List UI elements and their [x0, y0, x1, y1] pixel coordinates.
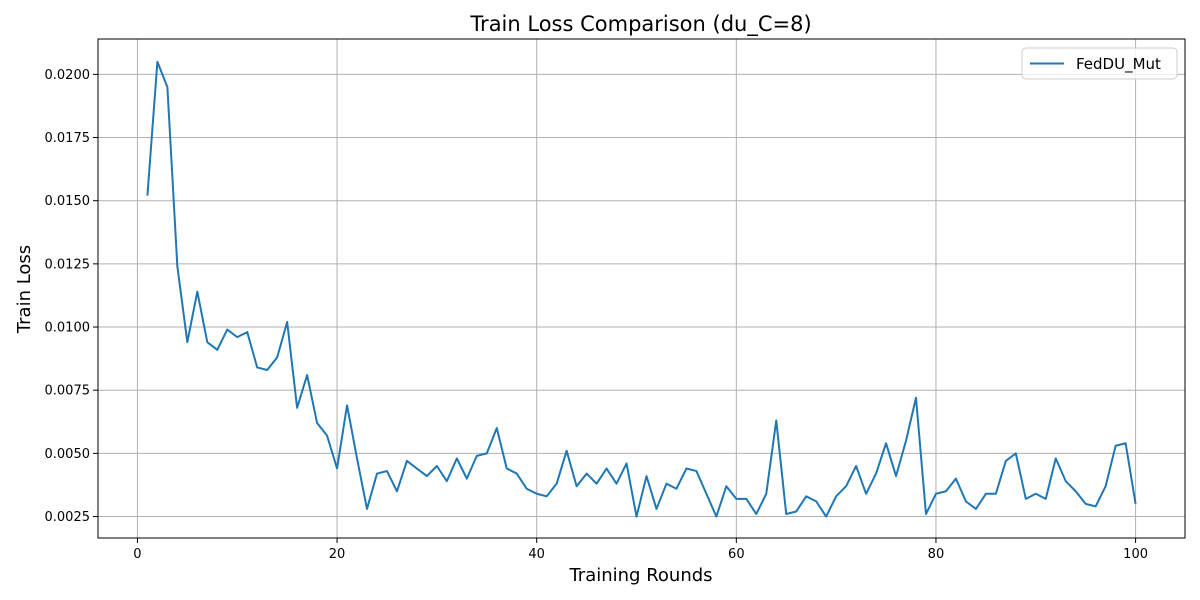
x-tick-label: 80	[928, 547, 945, 562]
x-tick-label: 20	[329, 547, 346, 562]
y-tick-label: 0.0050	[45, 447, 91, 462]
y-tick-label: 0.0175	[45, 131, 91, 146]
y-axis-label: Train Loss	[14, 245, 35, 334]
x-tick-label: 0	[133, 547, 141, 562]
grid	[98, 39, 1185, 538]
axis-ticks: 0 20 40 60 80 100 0.0025 0.0050 0.0075 0.0100 0.01…	[45, 68, 1149, 562]
x-tick-label: 40	[528, 547, 545, 562]
y-tick-label: 0.0150	[45, 194, 91, 209]
legend-label: FedDU_Mut	[1076, 55, 1161, 74]
series-line	[146, 60, 1137, 518]
x-axis-label: Training Rounds	[568, 565, 712, 586]
legend-box	[1021, 47, 1178, 80]
chart-title: Train Loss Comparison (du_C=8)	[469, 12, 811, 37]
y-tick-label: 0.0075	[45, 384, 91, 399]
x-tick-label: 60	[728, 547, 745, 562]
legend: FedDU_Mut	[1021, 47, 1178, 80]
y-tick-label: 0.0125	[45, 257, 91, 272]
y-tick-label: 0.0100	[45, 321, 91, 336]
series-layer	[146, 60, 1137, 518]
x-tick-label: 100	[1123, 547, 1148, 562]
y-tick-label: 0.0025	[45, 510, 91, 525]
plot-area	[97, 38, 1186, 539]
y-tick-label: 0.0200	[45, 68, 91, 83]
